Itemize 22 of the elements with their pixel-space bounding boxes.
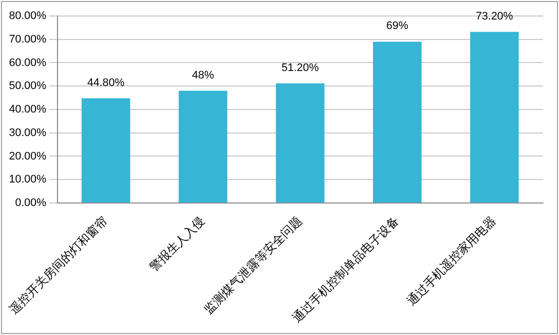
y-tick-label: 80.00% bbox=[8, 10, 47, 22]
data-label: 51.20% bbox=[282, 62, 320, 74]
bar bbox=[373, 42, 422, 202]
x-tick-label: 遥控开关房间的灯和窗帘 bbox=[6, 214, 110, 317]
data-label: 48% bbox=[192, 69, 214, 82]
y-tick-label: 60.00% bbox=[8, 56, 47, 69]
y-tick-label: 40.00% bbox=[8, 104, 47, 116]
x-tick-label: 警报生人入侵 bbox=[146, 214, 208, 274]
bar bbox=[276, 83, 324, 202]
data-label: 73.20% bbox=[476, 10, 514, 22]
y-tick-label: 20.00% bbox=[8, 150, 47, 162]
y-tick-label: 70.00% bbox=[8, 33, 47, 46]
y-tick-label: 0.00% bbox=[15, 197, 47, 210]
data-label: 44.80% bbox=[87, 76, 125, 89]
bar bbox=[82, 98, 130, 202]
y-tick-label: 10.00% bbox=[8, 174, 47, 186]
y-tick-label: 50.00% bbox=[8, 80, 47, 92]
x-tick-label: 通过手机遥控家用电器 bbox=[404, 214, 499, 308]
bar bbox=[178, 90, 228, 202]
y-tick-label: 30.00% bbox=[8, 126, 47, 139]
data-label: 69% bbox=[386, 20, 409, 32]
bar bbox=[470, 32, 519, 202]
